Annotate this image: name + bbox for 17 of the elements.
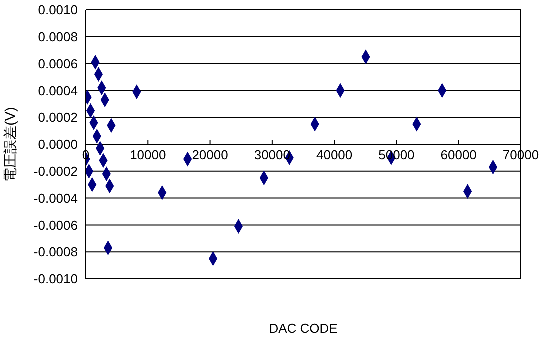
y-tick-label: 0.0000 [38, 137, 78, 152]
y-tick-label: -0.0002 [34, 164, 78, 180]
y-tick-label: -0.0006 [34, 218, 78, 233]
x-tick-label: 60000 [440, 148, 477, 162]
y-tick-label: -0.0004 [34, 190, 78, 206]
y-tick-label: 0.0004 [38, 83, 78, 98]
y-tick-label: 0.0006 [38, 56, 78, 72]
x-tick-label: 10000 [130, 148, 166, 162]
y-tick-label: -0.0008 [34, 244, 78, 260]
y-axis-title: 電圧誤差(V) [2, 107, 18, 182]
y-tick-label: 0.0010 [38, 2, 78, 18]
x-tick-label: 40000 [316, 148, 353, 162]
x-tick-label: 20000 [192, 148, 228, 162]
y-tick-label: 0.0008 [38, 30, 78, 45]
x-axis-title: DAC CODE [269, 321, 338, 336]
y-tick-label: 0.0002 [38, 110, 78, 126]
y-tick-label: -0.0010 [34, 272, 78, 287]
